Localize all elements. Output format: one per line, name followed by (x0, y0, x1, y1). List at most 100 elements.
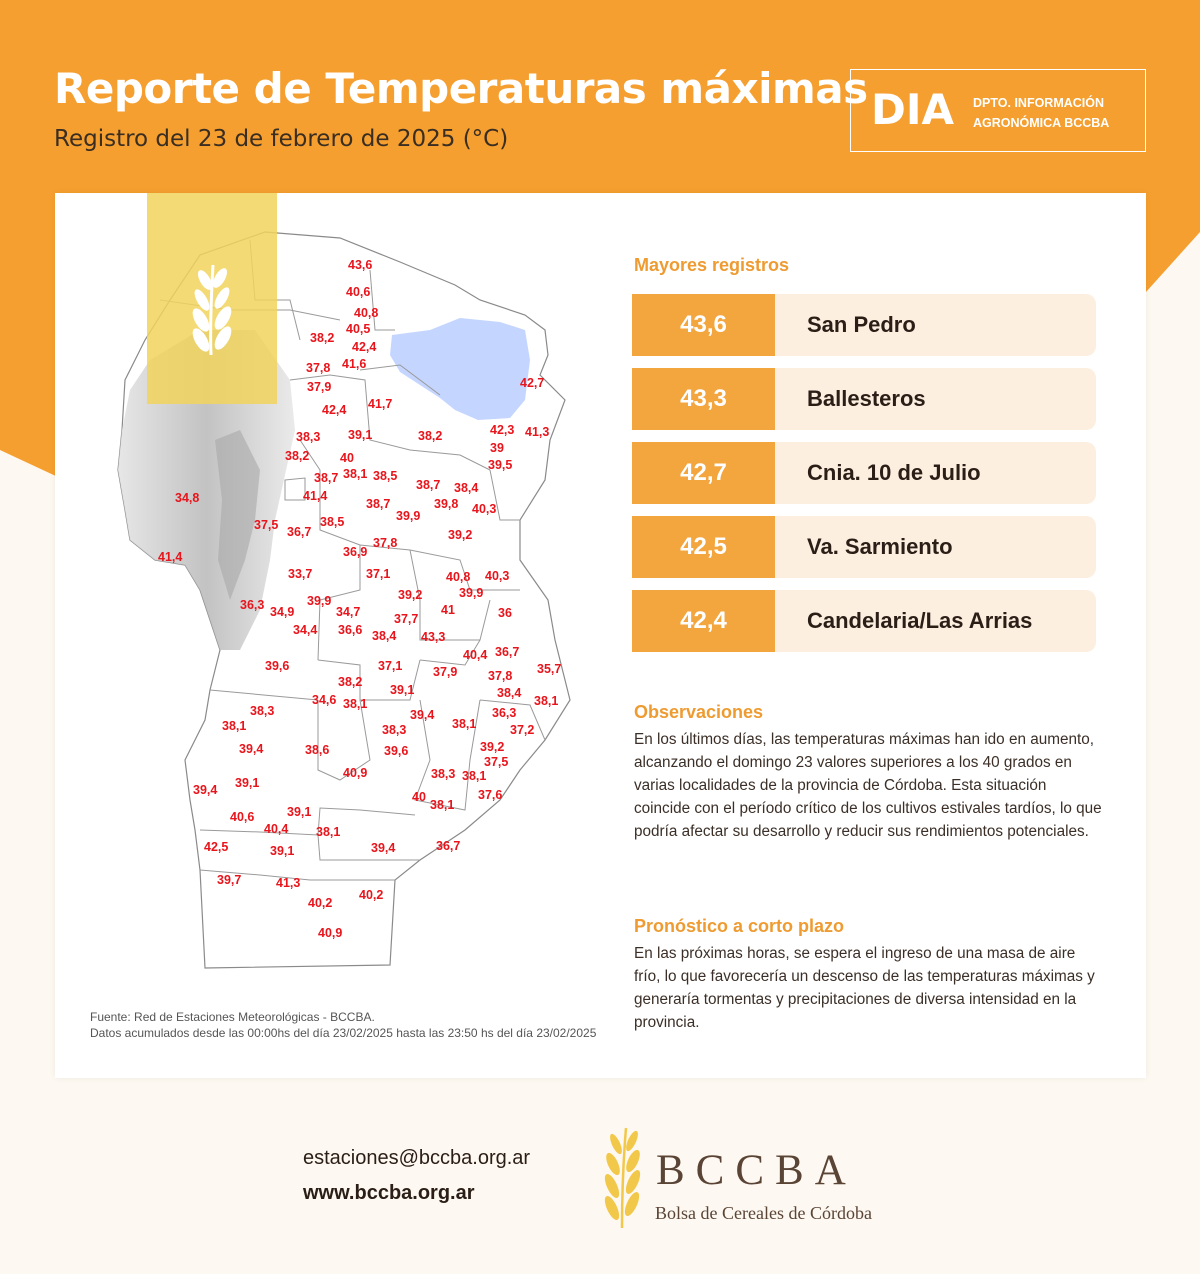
station-value-label: 40,4 (264, 822, 288, 836)
station-value-label: 36,7 (495, 645, 519, 659)
ranking-row: 43,3 Ballesteros (632, 368, 1096, 430)
ranking-value: 43,3 (632, 368, 775, 430)
station-value-label: 41,3 (525, 425, 549, 439)
station-value-label: 40,8 (354, 306, 378, 320)
station-value-label: 37,5 (484, 755, 508, 769)
station-value-label: 37,5 (254, 518, 278, 532)
ranking-row: 42,7 Cnia. 10 de Julio (632, 442, 1096, 504)
dia-badge: DIA DPTO. INFORMACIÓN AGRONÓMICA BCCBA (850, 69, 1146, 152)
observaciones-title: Observaciones (634, 702, 764, 722)
logo-wordmark: BCCBA (656, 1147, 857, 1194)
station-value-label: 39,7 (217, 873, 241, 887)
station-value-label: 36,7 (436, 839, 460, 853)
pronostico-title: Pronóstico a corto plazo (634, 916, 845, 936)
station-value-label: 37,7 (394, 612, 418, 626)
station-value-label: 38,2 (418, 429, 442, 443)
station-value-label: 40,9 (318, 926, 342, 940)
station-value-label: 39,6 (384, 744, 408, 758)
station-value-label: 38,2 (285, 449, 309, 463)
station-value-label: 39,9 (396, 509, 420, 523)
province-map: 43,6 40,6 40,8 40,5 38,2 42,4 41,6 37,8 37,9 42,7… (117, 193, 571, 969)
station-value-label: 42,3 (490, 423, 514, 437)
contact-email[interactable]: estaciones@bccba.org.ar (303, 1147, 531, 1169)
station-value-label: 34,4 (293, 623, 317, 637)
ranking-title: Mayores registros (634, 255, 790, 275)
station-value-label: 40,8 (446, 570, 470, 584)
station-value-label: 39,1 (390, 683, 414, 697)
station-value-label: 38,1 (430, 798, 454, 812)
station-value-label: 41 (441, 603, 455, 617)
station-value-label: 38,4 (372, 629, 396, 643)
station-value-label: 38,1 (534, 694, 558, 708)
ranking-location: Candelaria/Las Arrias (775, 590, 1096, 652)
station-value-label: 37,1 (366, 567, 390, 581)
station-value-label: 37,9 (433, 665, 457, 679)
station-value-label: 38,3 (296, 430, 320, 444)
station-value-label: 38,3 (382, 723, 406, 737)
station-value-label: 38,5 (373, 469, 397, 483)
station-value-label: 38,3 (431, 767, 455, 781)
station-value-label: 41,3 (276, 876, 300, 890)
ranking-value: 42,7 (632, 442, 775, 504)
station-value-label: 37,8 (306, 361, 330, 375)
station-value-label: 38,7 (314, 471, 338, 485)
station-value-label: 38,5 (320, 515, 344, 529)
station-value-label: 34,8 (175, 491, 199, 505)
ranking-location: Cnia. 10 de Julio (775, 442, 1096, 504)
contact-website[interactable]: www.bccba.org.ar (303, 1182, 475, 1204)
station-value-label: 38,1 (452, 717, 476, 731)
station-value-label: 39 (490, 441, 504, 455)
station-value-label: 40,5 (346, 322, 370, 336)
ranking-row: 42,4 Candelaria/Las Arrias (632, 590, 1096, 652)
page-subtitle: Registro del 23 de febrero de 2025 (°C) (54, 126, 509, 152)
mountain-ridge (215, 430, 260, 600)
station-value-label: 36,6 (338, 623, 362, 637)
dia-badge-subtitle: DPTO. INFORMACIÓN AGRONÓMICA BCCBA (973, 93, 1109, 133)
station-value-label: 40,4 (463, 648, 487, 662)
station-value-label: 39,2 (398, 588, 422, 602)
station-value-label: 40,3 (472, 502, 496, 516)
station-value-label: 41,4 (158, 550, 182, 564)
station-value-label: 42,7 (520, 376, 544, 390)
station-labels: 43,6 40,6 40,8 40,5 38,2 42,4 41,6 37,8 37,9 42,7… (158, 258, 561, 940)
source-note: Fuente: Red de Estaciones Meteorológicas… (90, 1010, 610, 1041)
station-value-label: 40,9 (343, 766, 367, 780)
station-value-label: 37,6 (478, 788, 502, 802)
station-value-label: 36,9 (343, 545, 367, 559)
station-value-label: 40 (340, 451, 354, 465)
station-value-label: 41,7 (368, 397, 392, 411)
station-value-label: 42,4 (352, 340, 376, 354)
ranking-value: 42,4 (632, 590, 775, 652)
station-value-label: 33,7 (288, 567, 312, 581)
station-value-label: 40,3 (485, 569, 509, 583)
page-title: Reporte de Temperaturas máximas (54, 64, 868, 113)
station-value-label: 40,2 (308, 896, 332, 910)
station-value-label: 39,9 (307, 594, 331, 608)
logo-subtitle: Bolsa de Cereales de Córdoba (655, 1203, 872, 1223)
dia-badge-label: DIA (871, 85, 954, 134)
station-value-label: 38,7 (416, 478, 440, 492)
station-value-label: 39,6 (265, 659, 289, 673)
station-value-label: 39,1 (348, 428, 372, 442)
dia-badge-line-1: DPTO. INFORMACIÓN (973, 96, 1105, 110)
station-value-label: 38,1 (316, 825, 340, 839)
wheat-icon (192, 264, 232, 356)
station-value-label: 37,8 (488, 669, 512, 683)
observaciones-text: En los últimos días, las temperaturas má… (634, 731, 1102, 840)
station-value-label: 39,4 (410, 708, 434, 722)
mar-chiquita-lake (390, 318, 530, 420)
station-value-label: 40,6 (230, 810, 254, 824)
station-value-label: 42,4 (322, 403, 346, 417)
station-value-label: 34,9 (270, 605, 294, 619)
station-value-label: 40,6 (346, 285, 370, 299)
ranking-row: 42,5 Va. Sarmiento (632, 516, 1096, 578)
station-value-label: 38,3 (250, 704, 274, 718)
ranking-value: 43,6 (632, 294, 775, 356)
station-value-label: 38,4 (454, 481, 478, 495)
station-value-label: 37,9 (307, 380, 331, 394)
mountain-relief (118, 330, 295, 650)
station-value-label: 43,6 (348, 258, 372, 272)
station-value-label: 40,2 (359, 888, 383, 902)
station-value-label: 39,1 (235, 776, 259, 790)
station-value-label: 39,8 (434, 497, 458, 511)
